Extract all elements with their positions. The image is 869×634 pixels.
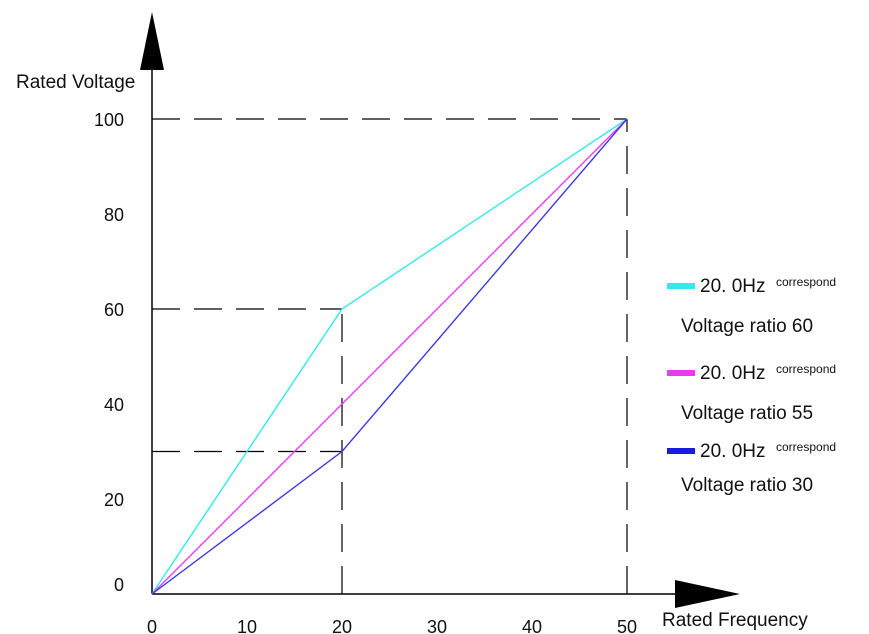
legend-ratio: Voltage ratio 60: [681, 316, 813, 337]
x-axis-title: Rated Frequency: [662, 610, 808, 631]
series-line-2: [151, 118, 628, 595]
y-tick-label: 20: [104, 490, 124, 510]
x-tick-label: 0: [147, 617, 157, 634]
y-tick-label: 0: [114, 575, 124, 595]
series-line-0: [151, 118, 628, 595]
y-tick-label: 100: [94, 110, 124, 130]
legend-frequency: 20. 0Hz: [700, 441, 765, 462]
x-tick-label: 10: [237, 617, 257, 634]
legend-correspond: correspond: [776, 275, 836, 289]
legend-correspond: correspond: [776, 362, 836, 376]
legend: 20. 0Hz correspond Voltage ratio 60 20. 0Hz…: [667, 275, 836, 496]
series-line-1: [151, 118, 628, 595]
y-axis-title: Rated Voltage: [16, 72, 135, 93]
x-tick-label: 40: [522, 617, 542, 634]
y-tick-label: 80: [104, 205, 124, 225]
tick-labels: 0 10 20 30 40 50 0 20 40 60 80 100: [94, 110, 637, 634]
x-axis-arrow: [675, 580, 740, 608]
x-tick-label: 30: [427, 617, 447, 634]
legend-swatch: [667, 370, 695, 376]
series-lines: [151, 118, 628, 595]
y-axis-arrow: [140, 12, 164, 70]
x-tick-label: 50: [617, 617, 637, 634]
legend-swatch: [667, 448, 695, 454]
legend-swatch: [667, 283, 695, 289]
y-tick-label: 60: [104, 300, 124, 320]
axes: Rated Voltage Rated Frequency: [16, 12, 808, 631]
legend-ratio: Voltage ratio 30: [681, 475, 813, 496]
legend-frequency: 20. 0Hz: [700, 276, 765, 297]
legend-frequency: 20. 0Hz: [700, 363, 765, 384]
legend-ratio: Voltage ratio 55: [681, 403, 813, 424]
legend-correspond: correspond: [776, 440, 836, 454]
y-tick-label: 40: [104, 395, 124, 415]
x-tick-label: 20: [332, 617, 352, 634]
